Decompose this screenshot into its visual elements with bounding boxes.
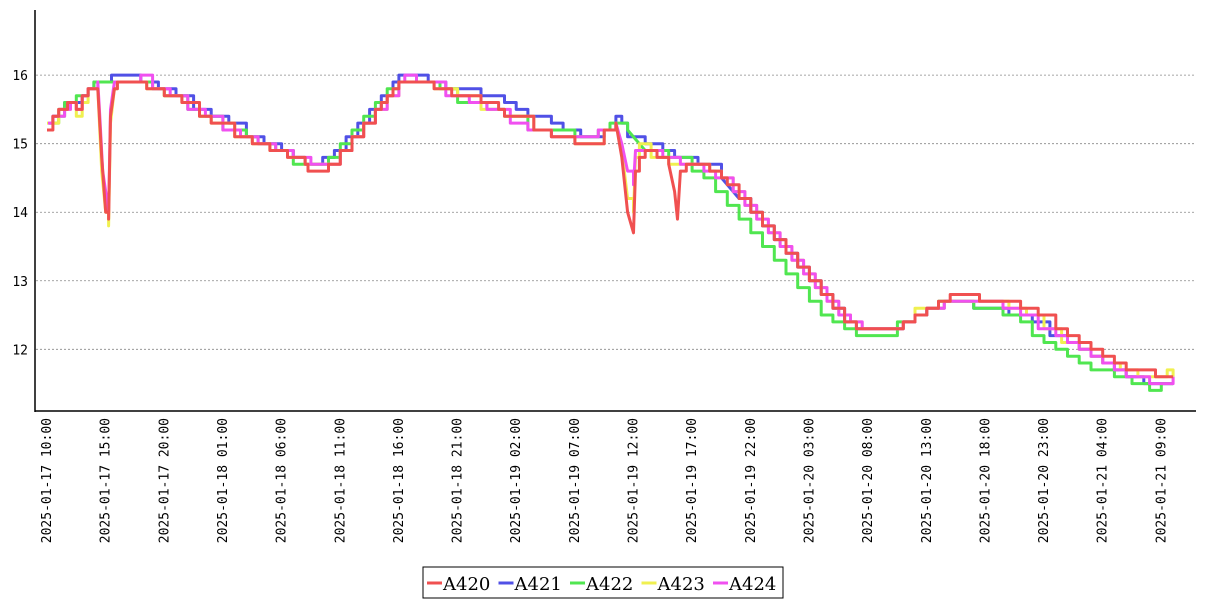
x-tick-label: 2025-01-19 22:00 [744, 418, 759, 543]
y-tick-label: 15 [12, 138, 28, 153]
x-tick-label: 2025-01-20 03:00 [802, 418, 817, 543]
legend-label: A422 [585, 574, 633, 595]
x-tick-label: 2025-01-19 12:00 [627, 418, 642, 543]
series-line-a421 [49, 73, 1174, 386]
series-line-a422 [49, 80, 1174, 392]
x-tick-label: 2025-01-18 11:00 [333, 418, 348, 543]
x-tick-label: 2025-01-21 04:00 [1096, 418, 1111, 543]
legend-label: A420 [442, 574, 490, 595]
series-line-a420 [47, 80, 1174, 379]
x-tick-label: 2025-01-19 17:00 [685, 418, 700, 543]
series-line-a424 [48, 73, 1175, 386]
x-tick-label: 2025-01-19 07:00 [568, 418, 583, 543]
x-tick-label: 2025-01-19 02:00 [509, 418, 524, 543]
x-tick-label: 2025-01-17 20:00 [157, 418, 172, 543]
x-tick-label: 2025-01-20 23:00 [1037, 418, 1052, 543]
x-tick-label: 2025-01-17 15:00 [99, 418, 114, 543]
x-tick-labels: 2025-01-17 10:00 2025-01-17 15:00 2025-01-… [40, 418, 1169, 543]
y-tick-label: 13 [12, 275, 28, 290]
legend-label: A424 [728, 574, 776, 595]
legend-label: A421 [514, 574, 562, 595]
x-tick-label: 2025-01-18 06:00 [275, 418, 290, 543]
x-tick-label: 2025-01-20 18:00 [978, 418, 993, 543]
x-tick-label: 2025-01-21 09:00 [1154, 418, 1169, 543]
axes [34, 10, 1196, 412]
x-tick-label: 2025-01-18 21:00 [451, 418, 466, 543]
legend: A420 A421 A422 A423 A424 [422, 566, 784, 599]
x-tick-label: 2025-01-18 16:00 [392, 418, 407, 543]
x-tick-label: 2025-01-17 10:00 [40, 418, 55, 543]
x-tick-label: 2025-01-18 01:00 [216, 418, 231, 543]
y-tick-label: 16 [12, 69, 28, 84]
y-tick-label: 14 [12, 206, 28, 221]
legend-label: A423 [657, 574, 705, 595]
grid-lines [36, 74, 1196, 350]
x-tick-label: 2025-01-20 08:00 [861, 418, 876, 543]
x-tick-label: 2025-01-20 13:00 [920, 418, 935, 543]
y-tick-labels: 12 13 14 15 16 [12, 69, 28, 358]
series-layer [47, 73, 1175, 392]
y-tick-label: 12 [12, 343, 28, 358]
